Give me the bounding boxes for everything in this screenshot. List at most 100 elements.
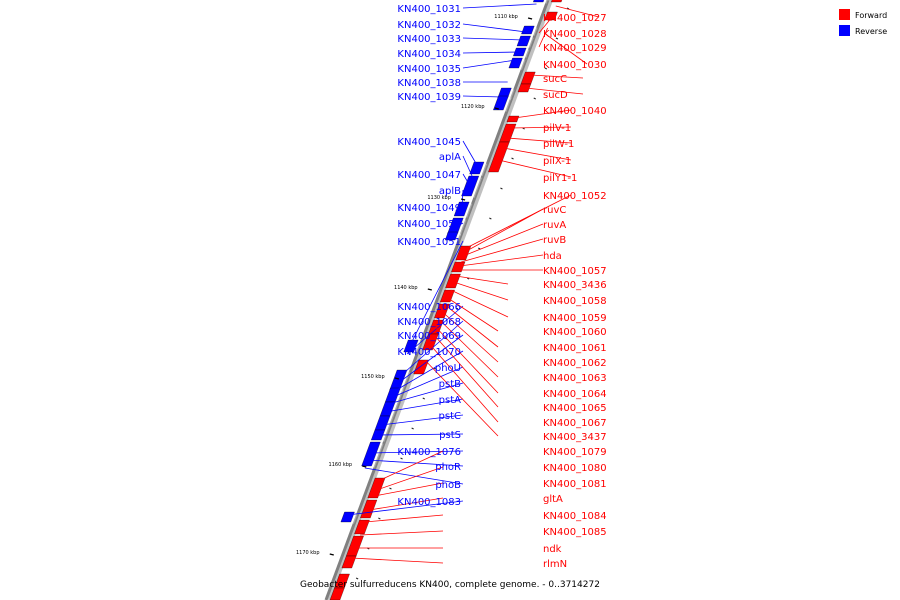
gene-label-kn400-1032[interactable]: KN400_1032 [397,20,461,31]
gene-label-kn400-1076[interactable]: KN400_1076 [397,447,461,458]
gene-label-kn400-1065[interactable]: KN400_1065 [543,403,607,414]
gene-label-kn400-1047[interactable]: KN400_1047 [397,170,461,181]
gene-label-glta[interactable]: gltA [543,494,563,505]
gene-label-kn400-1030[interactable]: KN400_1030 [543,60,607,71]
reverse-feature[interactable] [497,87,515,100]
gene-label-kn400-1049[interactable]: KN400_1049 [397,203,461,214]
gene-label-pily1-1[interactable]: pilY1-1 [543,173,577,184]
forward-feature[interactable] [422,333,442,352]
gene-label-kn400-1085[interactable]: KN400_1085 [543,527,607,538]
gene-label-kn400-1083[interactable]: KN400_1083 [397,497,461,508]
gene-label-kn400-1060[interactable]: KN400_1060 [543,327,607,338]
gene-label-kn400-1045[interactable]: KN400_1045 [397,137,461,148]
gene-label-kn400-3437[interactable]: KN400_3437 [543,432,607,443]
tick-mark [455,307,459,310]
forward-feature[interactable] [455,245,474,262]
kbp-label: 1150 kbp [361,374,385,380]
gene-label-kn400-1081[interactable]: KN400_1081 [543,479,607,490]
gene-leader-line [450,289,509,318]
gene-label-kn400-1067[interactable]: KN400_1067 [543,418,607,429]
gene-leader-line [462,37,524,41]
gene-label-kn400-1063[interactable]: KN400_1063 [543,373,607,384]
gene-label-kn400-1061[interactable]: KN400_1061 [543,343,607,354]
kbp-tick [494,107,499,110]
gene-leader-line [439,319,499,378]
gene-leader-line [347,500,464,516]
gene-label-succ[interactable]: sucC [543,74,567,85]
gene-label-pstc[interactable]: pstC [439,411,461,422]
gene-label-kn400-1033[interactable]: KN400_1033 [397,34,461,45]
gene-label-kn400-1027[interactable]: KN400_1027 [543,13,607,24]
forward-feature[interactable] [445,273,464,290]
gene-label-kn400-1080[interactable]: KN400_1080 [543,463,607,474]
forward-feature[interactable] [329,587,348,600]
gene-label-kn400-1040[interactable]: KN400_1040 [543,106,607,117]
gene-label-kn400-1028[interactable]: KN400_1028 [543,29,607,40]
tick-mark [500,187,503,190]
reverse-feature[interactable] [469,161,488,176]
gene-label-kn400-1064[interactable]: KN400_1064 [543,389,607,400]
gene-label-hda[interactable]: hda [543,251,562,262]
forward-feature[interactable] [544,11,561,22]
gene-label-kn400-1069[interactable]: KN400_1069 [397,331,461,342]
gene-label-kn400-1084[interactable]: KN400_1084 [543,511,607,522]
forward-feature[interactable] [434,303,453,320]
gene-leader-line [462,3,537,9]
forward-feature[interactable] [360,499,380,520]
gene-label-sucd[interactable]: sucD [543,90,568,101]
kbp-label: 1160 kbp [329,462,353,468]
gene-leader-line [462,140,478,166]
gene-label-ruvc[interactable]: ruvC [543,205,566,216]
forward-feature[interactable] [517,83,534,94]
forward-feature[interactable] [488,141,513,174]
gene-label-apla[interactable]: aplA [439,152,461,163]
gene-label-kn400-1031[interactable]: KN400_1031 [397,4,461,15]
gene-label-phob[interactable]: phoB [435,480,461,491]
forward-feature[interactable] [341,555,360,570]
gene-label-kn400-1050[interactable]: KN400_1050 [397,219,461,230]
gene-label-kn400-1052[interactable]: KN400_1052 [543,191,607,202]
gene-leader-line [392,350,464,393]
kbp-label: 1140 kbp [394,285,418,291]
gene-label-ndk[interactable]: ndk [543,544,562,555]
gene-leader-line [447,297,499,332]
gene-label-kn400-1035[interactable]: KN400_1035 [397,64,461,75]
gene-label-phor[interactable]: phoR [435,462,461,473]
gene-label-kn400-1059[interactable]: KN400_1059 [543,313,607,324]
gene-label-pstb[interactable]: pstB [439,379,461,390]
gene-label-kn400-1070[interactable]: KN400_1070 [397,347,461,358]
gene-leader-line [430,344,499,423]
gene-label-psts[interactable]: pstS [439,430,461,441]
gene-label-pilx-1[interactable]: pilX-1 [543,156,571,167]
gene-label-aplb[interactable]: aplB [439,186,461,197]
gene-label-rlmn[interactable]: rlmN [543,559,567,570]
forward-feature[interactable] [551,0,568,4]
gene-label-kn400-3436[interactable]: KN400_3436 [543,280,607,291]
gene-label-kn400-1068[interactable]: KN400_1068 [397,317,461,328]
gene-label-kn400-1029[interactable]: KN400_1029 [543,43,607,54]
gene-label-kn400-1034[interactable]: KN400_1034 [397,49,461,60]
gene-label-pilw-1[interactable]: pilW-1 [543,139,574,150]
gene-label-kn400-1062[interactable]: KN400_1062 [543,358,607,369]
gene-label-kn400-1058[interactable]: KN400_1058 [543,296,607,307]
reverse-feature[interactable] [513,47,530,58]
gene-label-kn400-1039[interactable]: KN400_1039 [397,92,461,103]
gene-label-psta[interactable]: pstA [439,395,461,406]
gene-label-ruvb[interactable]: ruvB [543,235,566,246]
gene-leader-line [498,159,572,178]
gene-label-kn400-1051[interactable]: KN400_1051 [397,237,461,248]
reverse-feature[interactable] [516,35,534,48]
reverse-feature[interactable] [461,175,482,198]
reverse-feature[interactable] [493,95,512,112]
gene-label-kn400-1079[interactable]: KN400_1079 [543,447,607,458]
gene-label-pilv-1[interactable]: pilV-1 [543,123,571,134]
gene-label-kn400-1066[interactable]: KN400_1066 [397,302,461,313]
reverse-feature[interactable] [533,0,550,4]
gene-label-ruva[interactable]: ruvA [543,220,566,231]
forward-feature[interactable] [354,519,373,536]
reverse-feature[interactable] [361,441,384,468]
reverse-feature[interactable] [444,231,462,242]
gene-label-phou[interactable]: phoU [435,363,461,374]
gene-label-kn400-1057[interactable]: KN400_1057 [543,266,607,277]
gene-label-kn400-1038[interactable]: KN400_1038 [397,78,461,89]
